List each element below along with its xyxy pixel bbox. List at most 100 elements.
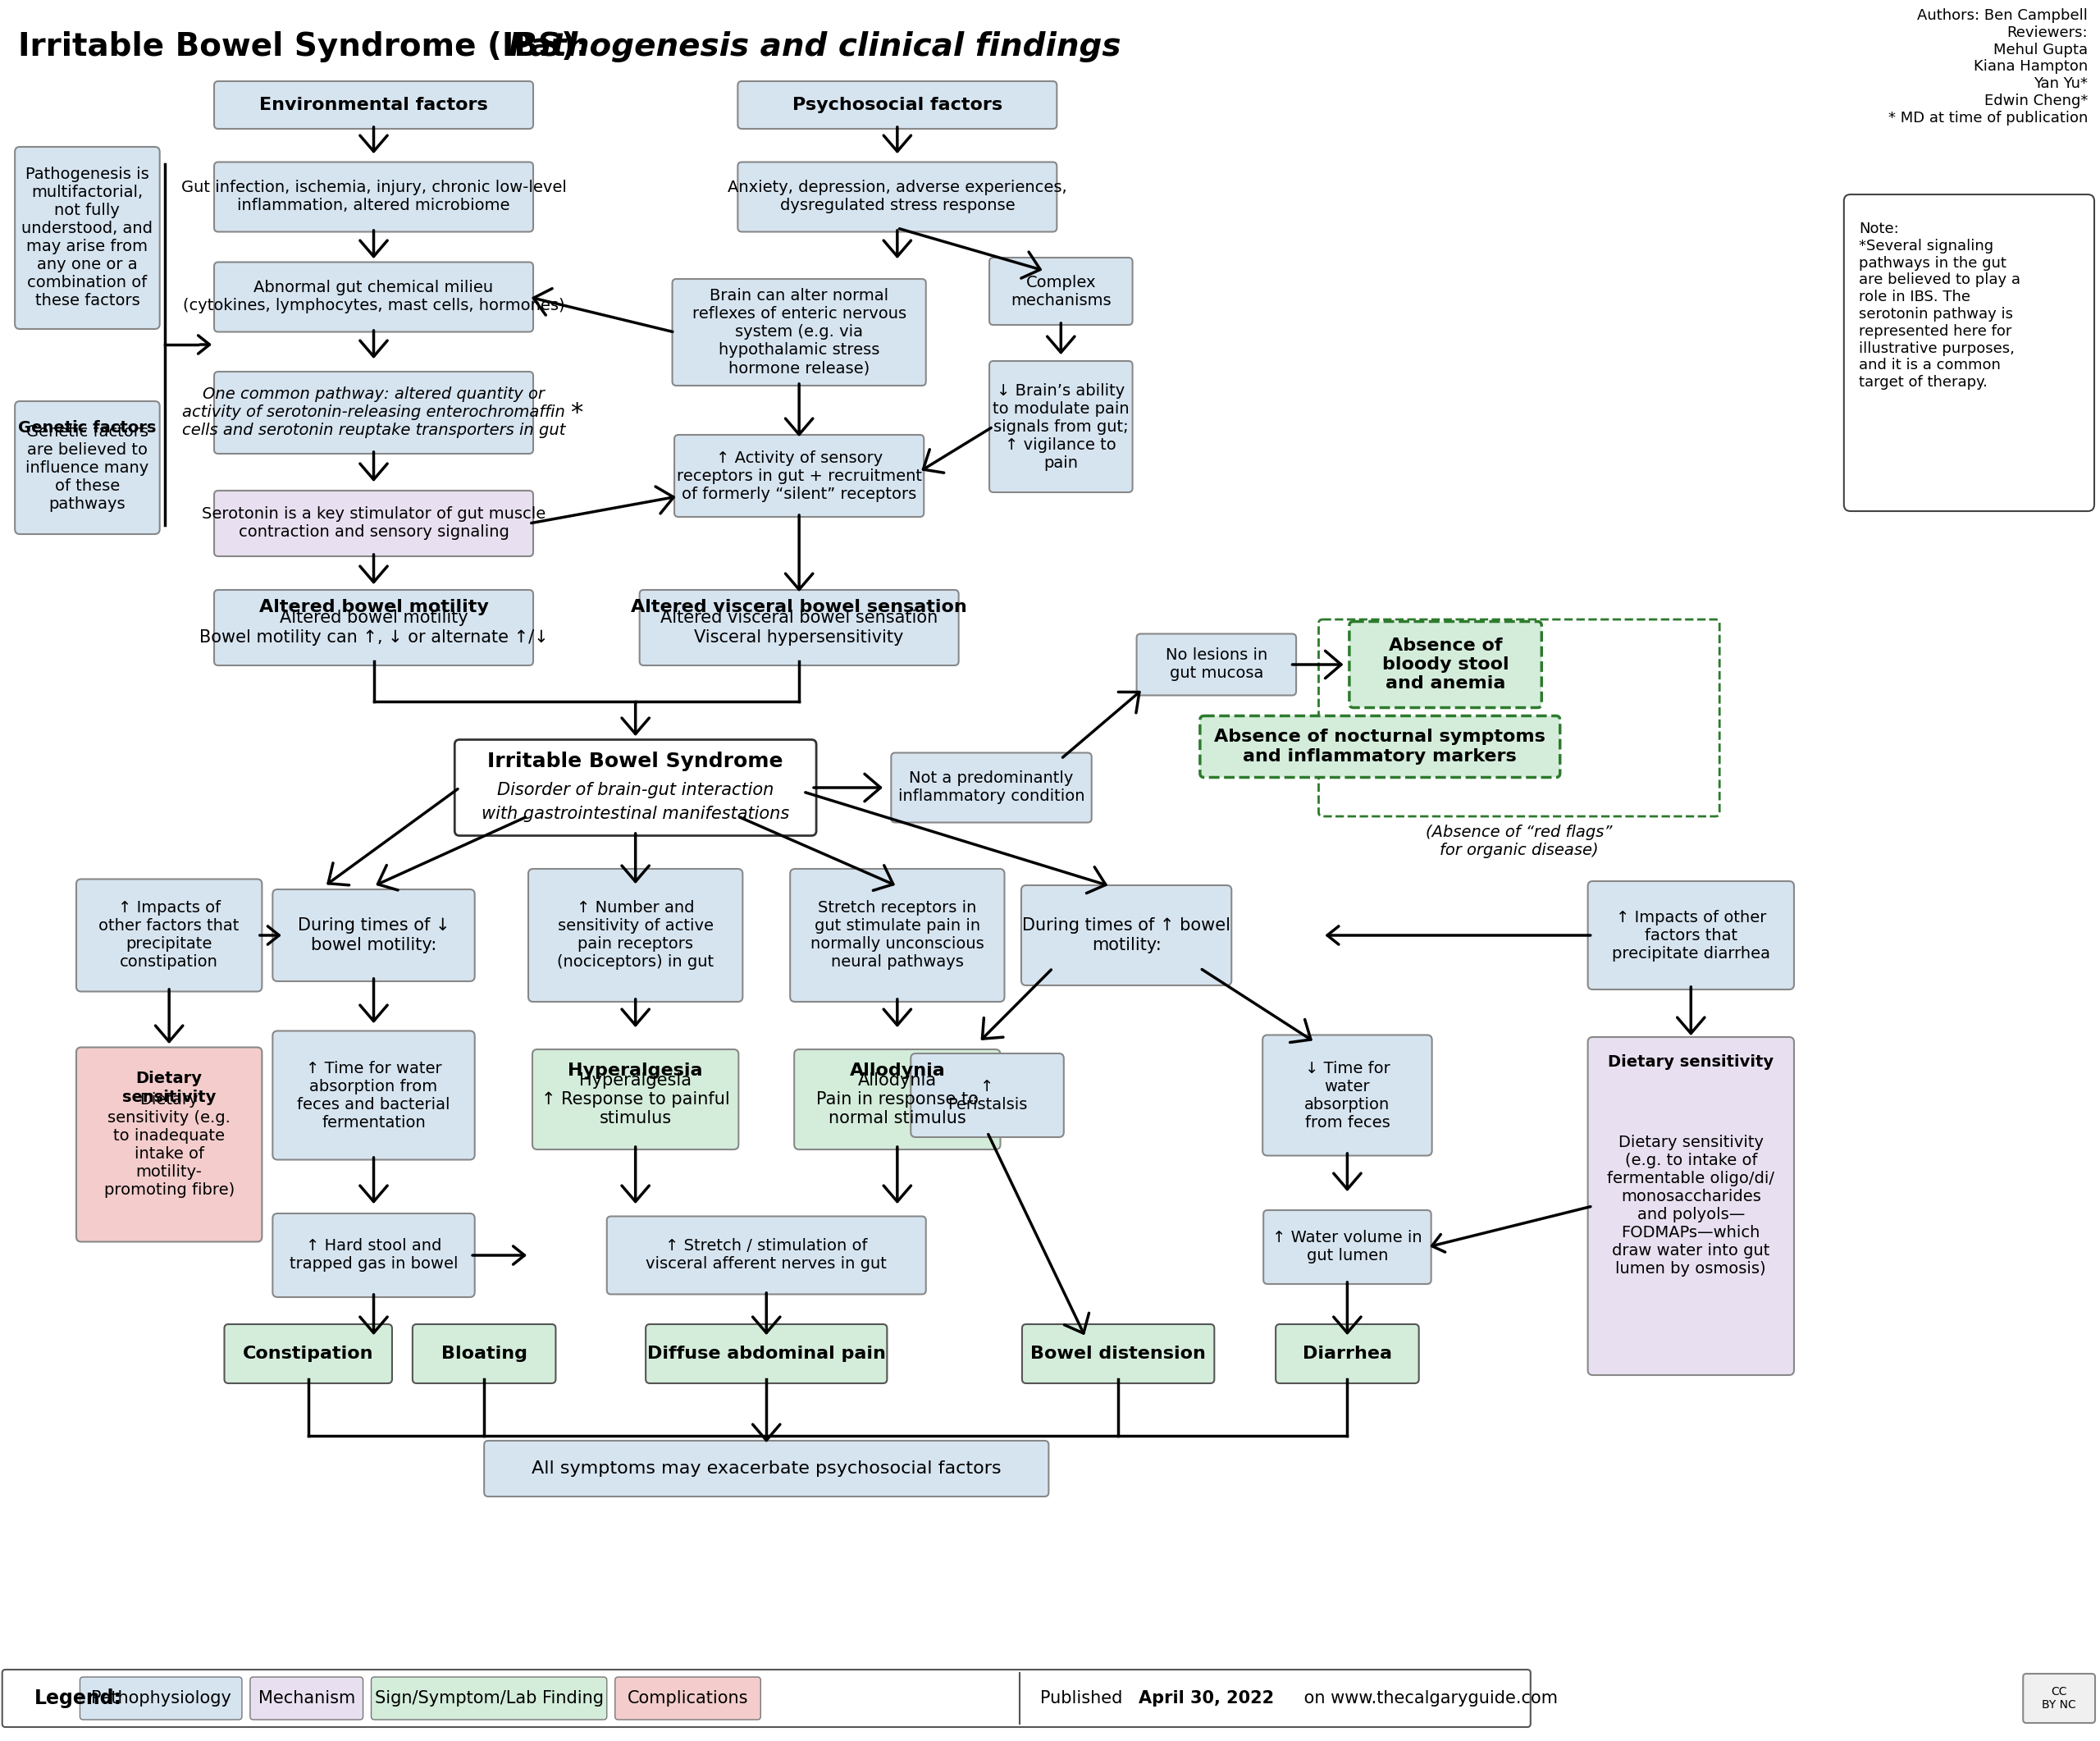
FancyBboxPatch shape bbox=[794, 1050, 1000, 1149]
Text: Genetic factors
are believed to
influence many
of these
pathways: Genetic factors are believed to influenc… bbox=[25, 423, 149, 512]
Text: Note:
*Several signaling
pathways in the gut
are believed to play a
role in IBS.: Note: *Several signaling pathways in the… bbox=[1858, 221, 2020, 390]
FancyBboxPatch shape bbox=[640, 590, 960, 665]
FancyBboxPatch shape bbox=[672, 279, 926, 385]
FancyBboxPatch shape bbox=[214, 590, 533, 665]
Text: Constipation: Constipation bbox=[244, 1346, 374, 1361]
Text: *: * bbox=[569, 400, 582, 425]
Text: Irritable Bowel Syndrome (IBS):: Irritable Bowel Syndrome (IBS): bbox=[17, 31, 598, 63]
FancyBboxPatch shape bbox=[1023, 1325, 1214, 1384]
FancyBboxPatch shape bbox=[2, 1670, 1531, 1727]
Text: Complications: Complications bbox=[628, 1691, 748, 1706]
Text: During times of ↑ bowel
motility:: During times of ↑ bowel motility: bbox=[1023, 918, 1231, 952]
Text: Altered bowel motility: Altered bowel motility bbox=[258, 599, 489, 615]
Text: Stretch receptors in
gut stimulate pain in
normally unconscious
neural pathways: Stretch receptors in gut stimulate pain … bbox=[811, 900, 985, 970]
Text: All symptoms may exacerbate psychosocial factors: All symptoms may exacerbate psychosocial… bbox=[531, 1461, 1002, 1476]
FancyBboxPatch shape bbox=[214, 263, 533, 333]
FancyBboxPatch shape bbox=[529, 869, 743, 1001]
Text: Allodynia: Allodynia bbox=[848, 1062, 945, 1079]
FancyBboxPatch shape bbox=[1136, 634, 1296, 695]
FancyBboxPatch shape bbox=[15, 400, 160, 534]
Text: sensitivity: sensitivity bbox=[122, 1090, 216, 1106]
Text: ↑ Time for water
absorption from
feces and bacterial
fermentation: ↑ Time for water absorption from feces a… bbox=[298, 1060, 449, 1130]
FancyBboxPatch shape bbox=[890, 752, 1092, 822]
Text: Dietary
sensitivity (e.g.
to inadequate
intake of
motility-
promoting fibre): Dietary sensitivity (e.g. to inadequate … bbox=[103, 1092, 235, 1198]
FancyBboxPatch shape bbox=[372, 1677, 607, 1720]
FancyBboxPatch shape bbox=[737, 162, 1056, 232]
Text: Pathogenesis and clinical findings: Pathogenesis and clinical findings bbox=[508, 31, 1121, 63]
FancyBboxPatch shape bbox=[989, 258, 1132, 326]
Text: Hyperalgesia
↑ Response to painful
stimulus: Hyperalgesia ↑ Response to painful stimu… bbox=[542, 1072, 729, 1126]
FancyBboxPatch shape bbox=[645, 1325, 886, 1384]
FancyBboxPatch shape bbox=[615, 1677, 760, 1720]
Text: Brain can alter normal
reflexes of enteric nervous
system (e.g. via
hypothalamic: Brain can alter normal reflexes of enter… bbox=[693, 289, 907, 376]
Text: (Absence of “red flags”
for organic disease): (Absence of “red flags” for organic dise… bbox=[1426, 825, 1613, 858]
Text: Altered visceral bowel sensation
Visceral hypersensitivity: Altered visceral bowel sensation Viscera… bbox=[659, 609, 939, 646]
Text: Diffuse abdominal pain: Diffuse abdominal pain bbox=[647, 1346, 886, 1361]
FancyBboxPatch shape bbox=[1588, 1038, 1793, 1375]
FancyBboxPatch shape bbox=[737, 82, 1056, 129]
Text: Gut infection, ischemia, injury, chronic low-level
inflammation, altered microbi: Gut infection, ischemia, injury, chronic… bbox=[181, 179, 567, 214]
FancyBboxPatch shape bbox=[456, 740, 817, 836]
FancyBboxPatch shape bbox=[1588, 881, 1793, 989]
FancyBboxPatch shape bbox=[214, 82, 533, 129]
Text: Psychosocial factors: Psychosocial factors bbox=[792, 97, 1002, 113]
Text: Dietary sensitivity
(e.g. to intake of
fermentable oligo/di/
monosaccharides
and: Dietary sensitivity (e.g. to intake of f… bbox=[1606, 1135, 1774, 1278]
FancyBboxPatch shape bbox=[674, 435, 924, 517]
Text: ↑ Water volume in
gut lumen: ↑ Water volume in gut lumen bbox=[1273, 1231, 1422, 1264]
Text: Altered bowel motility
Bowel motility can ↑, ↓ or alternate ↑/↓: Altered bowel motility Bowel motility ca… bbox=[200, 609, 548, 646]
Text: Hyperalgesia: Hyperalgesia bbox=[567, 1062, 704, 1079]
Text: Mechanism: Mechanism bbox=[258, 1691, 355, 1706]
FancyBboxPatch shape bbox=[273, 1213, 475, 1297]
Text: ↑ Activity of sensory
receptors in gut + recruitment
of formerly “silent” recept: ↑ Activity of sensory receptors in gut +… bbox=[676, 449, 922, 501]
Text: Allodynia
Pain in response to
normal stimulus: Allodynia Pain in response to normal sti… bbox=[817, 1072, 979, 1126]
FancyBboxPatch shape bbox=[225, 1325, 393, 1384]
Text: ↑ Stretch / stimulation of
visceral afferent nerves in gut: ↑ Stretch / stimulation of visceral affe… bbox=[647, 1238, 886, 1273]
Text: Pathophysiology: Pathophysiology bbox=[90, 1691, 231, 1706]
FancyBboxPatch shape bbox=[80, 1677, 242, 1720]
FancyBboxPatch shape bbox=[1275, 1325, 1420, 1384]
Text: Absence of nocturnal symptoms
and inflammatory markers: Absence of nocturnal symptoms and inflam… bbox=[1214, 729, 1546, 764]
Text: No lesions in
gut mucosa: No lesions in gut mucosa bbox=[1166, 648, 1266, 681]
Text: Irritable Bowel Syndrome: Irritable Bowel Syndrome bbox=[487, 752, 783, 771]
FancyBboxPatch shape bbox=[214, 162, 533, 232]
Text: Sign/Symptom/Lab Finding: Sign/Symptom/Lab Finding bbox=[374, 1691, 603, 1706]
Text: Published: Published bbox=[1040, 1691, 1128, 1706]
FancyBboxPatch shape bbox=[1021, 884, 1231, 985]
FancyBboxPatch shape bbox=[1262, 1034, 1432, 1156]
Text: Genetic factors: Genetic factors bbox=[19, 420, 155, 435]
Text: Bloating: Bloating bbox=[441, 1346, 527, 1361]
Text: Pathogenesis is
multifactorial,
not fully
understood, and
may arise from
any one: Pathogenesis is multifactorial, not full… bbox=[21, 167, 153, 308]
Text: Environmental factors: Environmental factors bbox=[258, 97, 487, 113]
Text: Complex
mechanisms: Complex mechanisms bbox=[1010, 275, 1111, 308]
FancyBboxPatch shape bbox=[250, 1677, 363, 1720]
FancyBboxPatch shape bbox=[273, 890, 475, 982]
Text: Bowel distension: Bowel distension bbox=[1031, 1346, 1205, 1361]
FancyBboxPatch shape bbox=[412, 1325, 556, 1384]
FancyBboxPatch shape bbox=[214, 491, 533, 557]
Text: ↓ Brain’s ability
to modulate pain
signals from gut;
↑ vigilance to
pain: ↓ Brain’s ability to modulate pain signa… bbox=[993, 383, 1130, 470]
Text: Legend:: Legend: bbox=[34, 1689, 122, 1708]
Text: Disorder of brain-gut interaction: Disorder of brain-gut interaction bbox=[498, 782, 775, 799]
FancyBboxPatch shape bbox=[1350, 622, 1541, 707]
FancyBboxPatch shape bbox=[214, 371, 533, 454]
Text: April 30, 2022: April 30, 2022 bbox=[1138, 1691, 1275, 1706]
Text: ↓ Time for
water
absorption
from feces: ↓ Time for water absorption from feces bbox=[1304, 1060, 1390, 1130]
Text: ↑ Impacts of other
factors that
precipitate diarrhea: ↑ Impacts of other factors that precipit… bbox=[1613, 909, 1770, 961]
FancyBboxPatch shape bbox=[989, 360, 1132, 493]
Text: with gastrointestinal manifestations: with gastrointestinal manifestations bbox=[481, 806, 790, 822]
Text: ↑
Peristalsis: ↑ Peristalsis bbox=[947, 1078, 1027, 1112]
Text: Diarrhea: Diarrhea bbox=[1302, 1346, 1392, 1361]
Text: Dietary: Dietary bbox=[136, 1071, 202, 1086]
Text: One common pathway: altered quantity or
activity of serotonin-releasing enteroch: One common pathway: altered quantity or … bbox=[183, 387, 565, 439]
Text: Absence of
bloody stool
and anemia: Absence of bloody stool and anemia bbox=[1382, 637, 1510, 691]
FancyBboxPatch shape bbox=[533, 1050, 739, 1149]
Text: ↑ Number and
sensitivity of active
pain receptors
(nociceptors) in gut: ↑ Number and sensitivity of active pain … bbox=[557, 900, 714, 970]
Text: Dietary sensitivity: Dietary sensitivity bbox=[1609, 1055, 1774, 1071]
FancyBboxPatch shape bbox=[485, 1442, 1048, 1497]
FancyBboxPatch shape bbox=[2022, 1673, 2096, 1724]
FancyBboxPatch shape bbox=[790, 869, 1004, 1001]
FancyBboxPatch shape bbox=[1199, 716, 1560, 778]
FancyBboxPatch shape bbox=[76, 1048, 262, 1241]
Text: Authors: Ben Campbell
Reviewers:
Mehul Gupta
Kiana Hampton
Yan Yu*
Edwin Cheng*
: Authors: Ben Campbell Reviewers: Mehul G… bbox=[1888, 9, 2087, 125]
Text: CC
BY NC: CC BY NC bbox=[2041, 1685, 2077, 1711]
